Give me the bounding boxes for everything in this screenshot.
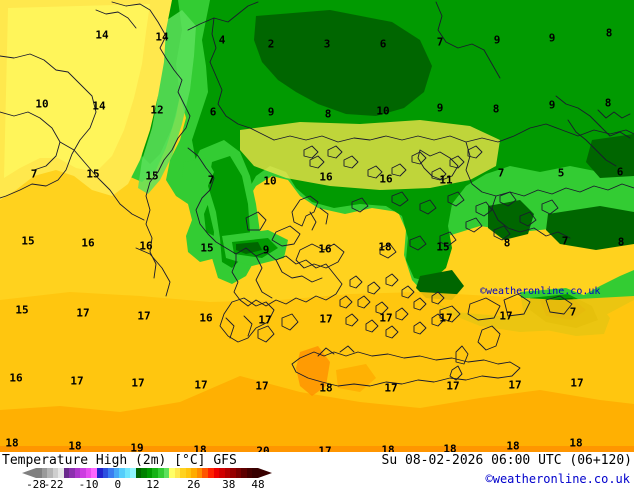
- scale-swatch: [102, 468, 109, 478]
- scale-swatch: [180, 468, 186, 478]
- temp-band-yellowgreen: [138, 10, 196, 194]
- footer-bar: Temperature High (2m) [°C] GFS Su 08-02-…: [0, 452, 634, 490]
- scale-swatch: [124, 468, 131, 478]
- scale-swatch: [235, 468, 242, 478]
- scale-swatch: [58, 468, 64, 478]
- scale-swatch: [52, 468, 59, 478]
- scale-swatch: [135, 468, 142, 478]
- color-scale-bar: [36, 468, 258, 478]
- temp-band-orange-south-2: [0, 376, 634, 452]
- color-scale-legend[interactable]: -28 -22 -10 0 12 26 38 48: [18, 468, 318, 490]
- temp-band-orange-south-3: [0, 446, 634, 452]
- temperature-map[interactable]: 14 14 4 2 3 6 7 9 9 8 10 14 12 6 9 8 10 9 8 9 8 7 15 15 7 10 16 16 1…: [0, 0, 634, 452]
- scale-tick-label: 0: [114, 478, 122, 490]
- scale-swatch: [246, 468, 253, 478]
- scale-swatch: [74, 468, 81, 478]
- temp-band-aegean-pale: [240, 120, 500, 190]
- scale-tick-label: -22: [43, 478, 64, 490]
- coastline-layer: [0, 1, 634, 387]
- scale-swatch: [91, 468, 98, 478]
- scale-swatch: [185, 468, 192, 478]
- temp-band-green-small-a: [182, 158, 214, 190]
- scale-swatch: [169, 468, 175, 478]
- forecast-datetime: Su 08-02-2026 06:00 UTC (06+120): [381, 453, 632, 468]
- scale-tick-label: 48: [251, 478, 265, 490]
- scale-high-arrow-icon: [258, 468, 272, 478]
- map-canvas: [0, 0, 634, 452]
- scale-swatch: [141, 468, 147, 478]
- scale-swatch: [213, 468, 220, 478]
- scale-tick-label: -28: [26, 478, 46, 490]
- scale-swatch: [158, 468, 164, 478]
- scale-swatch: [219, 468, 225, 478]
- scale-swatch: [191, 468, 197, 478]
- temp-band-green-pindus-5: [236, 242, 262, 254]
- scale-swatch: [63, 468, 70, 478]
- scale-swatch: [202, 468, 208, 478]
- map-watermark: ©weatheronline.co.uk: [480, 286, 601, 297]
- scale-tick-label: 38: [222, 478, 236, 490]
- scale-swatch: [146, 468, 153, 478]
- scale-tick-label: -10: [78, 478, 99, 490]
- temp-band-green-dark-2: [294, 34, 352, 84]
- scale-swatch: [47, 468, 53, 478]
- scale-swatch: [113, 468, 120, 478]
- scale-swatch: [97, 468, 103, 478]
- temp-band-pale-yellow-nw2: [4, 4, 150, 178]
- temp-band-hot-crete: [296, 346, 330, 396]
- copyright-link[interactable]: ©weatheronline.co.uk: [485, 472, 631, 486]
- scale-swatch: [108, 468, 114, 478]
- scale-swatch: [207, 468, 214, 478]
- scale-swatch: [230, 468, 236, 478]
- scale-swatch: [69, 468, 75, 478]
- scale-swatch: [119, 468, 125, 478]
- product-title: Temperature High (2m) [°C] GFS: [2, 453, 237, 468]
- temp-band-green-dark-6: [586, 134, 634, 178]
- scale-swatch: [163, 468, 170, 478]
- scale-swatch: [85, 468, 92, 478]
- scale-swatch: [241, 468, 247, 478]
- scale-tick-label: 12: [146, 478, 160, 490]
- scale-swatch: [224, 468, 231, 478]
- temp-band-green-dark-3: [488, 200, 534, 240]
- temp-band-green-dark-4: [546, 206, 634, 250]
- scale-tick-label: 26: [187, 478, 201, 490]
- scale-swatch: [252, 468, 258, 478]
- scale-swatch: [174, 468, 181, 478]
- scale-low-arrow-icon: [22, 468, 36, 478]
- scale-swatch: [36, 468, 42, 478]
- scale-swatch: [130, 468, 136, 478]
- scale-swatch: [196, 468, 203, 478]
- scale-swatch: [80, 468, 86, 478]
- scale-swatch: [152, 468, 159, 478]
- scale-swatch: [41, 468, 48, 478]
